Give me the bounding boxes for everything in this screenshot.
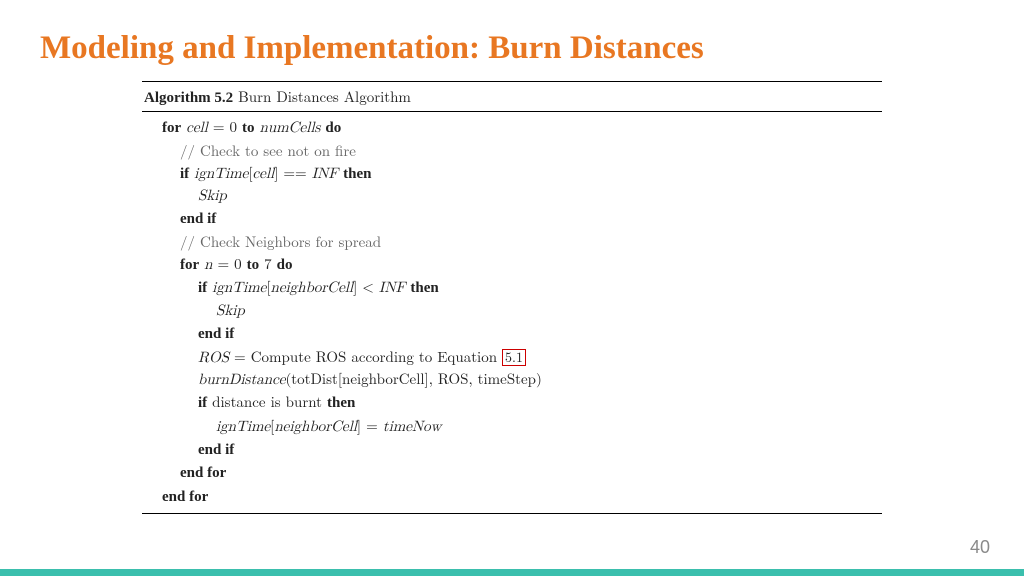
algo-line: end if (144, 207, 880, 231)
bottom-accent-stripe (0, 569, 1024, 576)
algorithm-label: Algorithm 5.2 (144, 90, 233, 106)
algorithm-block: Algorithm 5.2 Burn Distances Algorithm f… (142, 81, 882, 514)
algo-line: ignTime[neighborCell] = timeNow (144, 415, 880, 438)
algo-line: end if (144, 438, 880, 462)
slide-title: Modeling and Implementation: Burn Distan… (0, 0, 1024, 81)
algo-line: if ignTime[cell] == INF then (144, 162, 880, 186)
algo-comment: // Check to see not on fire (144, 140, 880, 162)
algorithm-name: Burn Distances Algorithm (238, 86, 411, 107)
algo-line: Skip (144, 300, 880, 322)
page-number: 40 (970, 537, 990, 558)
equation-ref[interactable]: 5.1 (502, 349, 526, 366)
algo-line: end if (144, 322, 880, 346)
algo-line: end for (144, 485, 880, 509)
slide: Modeling and Implementation: Burn Distan… (0, 0, 1024, 576)
algorithm-caption: Algorithm 5.2 Burn Distances Algorithm (142, 82, 882, 109)
algo-line: ROS = Compute ROS according to Equation … (144, 346, 880, 369)
algo-line: for n = 0 to 7 do (144, 253, 880, 277)
algo-line: end for (144, 461, 880, 485)
algo-line: burnDistance(totDist[neighborCell], ROS,… (144, 368, 880, 391)
algo-line: if ignTime[neighborCell] < INF then (144, 276, 880, 300)
algo-line: for cell = 0 to numCells do (144, 116, 880, 140)
algo-line: Skip (144, 185, 880, 207)
algorithm-body: for cell = 0 to numCells do // Check to … (142, 112, 882, 511)
rule-bottom (142, 513, 882, 514)
algo-comment: // Check Neighbors for spread (144, 231, 880, 253)
algo-line: if distance is burnt then (144, 391, 880, 415)
